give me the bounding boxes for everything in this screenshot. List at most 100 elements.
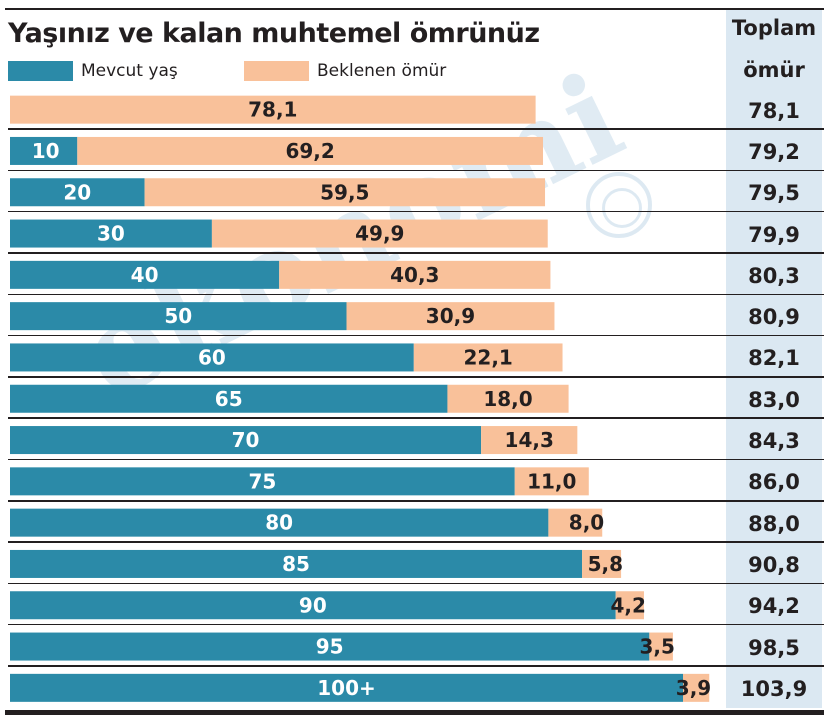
row-rule [8,334,824,337]
label-remaining-life: 3,9 [676,676,711,700]
label-current-age: 30 [97,222,125,246]
bar-remaining-life [346,302,555,331]
bar-remaining-life [413,343,563,372]
bar-current-age [10,508,549,537]
total-value: 94,2 [748,594,800,619]
label-remaining-life: 18,0 [483,387,532,411]
label-remaining-life: 49,9 [355,222,404,246]
total-value: 79,2 [748,139,800,164]
row-rule [8,458,824,461]
row-rule [8,169,824,172]
legend-swatch-remaining [244,61,309,81]
bar-remaining-life [582,549,622,578]
total-value: 98,5 [748,635,800,660]
row-rule [8,623,824,626]
legend-item-current: Mevcut yaş [8,60,178,82]
bar-current-age [10,591,616,620]
bar-current-age [10,673,683,702]
row-rule [8,376,824,378]
row-rule [8,293,824,295]
label-remaining-life: 4,2 [611,593,646,617]
bar-remaining-life [279,260,551,289]
bar-current-age [10,302,347,331]
total-value: 88,0 [748,511,800,536]
total-value: 79,9 [748,222,800,247]
label-remaining-life: 5,8 [588,552,623,576]
bar-remaining-life [615,591,644,620]
row-rule [8,417,824,419]
legend-item-remaining: Beklenen ömür [244,60,446,82]
total-value: 80,9 [748,305,800,330]
label-remaining-life: 40,3 [390,263,439,287]
label-remaining-life: 11,0 [527,469,576,493]
bar-current-age [10,343,414,372]
label-current-age: 100+ [317,676,376,700]
bar-remaining-life [447,384,569,413]
bottom-rule [5,710,824,715]
bar-remaining-life [548,508,603,537]
label-current-age: 80 [265,511,293,535]
legend-label-remaining: Beklenen ömür [317,61,447,81]
chart-title: Yaşınız ve kalan muhtemel ömrünüz [8,18,540,49]
legend-swatch-current [8,61,73,81]
total-column-background [726,8,822,708]
label-remaining-life: 22,1 [463,345,512,369]
label-remaining-life: 30,9 [426,304,475,328]
label-current-age: 75 [248,469,276,493]
watermark-logo-icon [586,172,652,238]
total-value: 86,0 [748,470,800,495]
label-remaining-life: 14,3 [505,428,554,452]
label-remaining-life: 3,5 [639,635,674,659]
bar-current-age [10,260,280,289]
label-remaining-life: 78,1 [248,98,297,122]
row-rule [8,128,824,130]
total-value: 82,1 [748,346,800,371]
total-value: 80,3 [748,263,800,288]
total-value: 79,5 [748,181,800,206]
total-value: 83,0 [748,387,800,412]
label-remaining-life: 69,2 [285,139,334,163]
row-rule [8,500,824,502]
label-current-age: 70 [232,428,260,452]
total-value: 84,3 [748,429,800,454]
top-rule [5,8,824,10]
bar-current-age [10,384,448,413]
row-rule [8,210,824,213]
label-remaining-life: 8,0 [569,511,604,535]
label-current-age: 95 [316,635,344,659]
label-current-age: 20 [63,180,91,204]
total-header-line1: Toplam [731,16,817,40]
bar-current-age [10,549,583,578]
bar-remaining-life [211,219,548,248]
bar-remaining-life [144,178,546,207]
row-rule [8,541,824,543]
bar-remaining-life [481,426,578,455]
label-current-age: 40 [131,263,159,287]
label-current-age: 85 [282,552,310,576]
bar-current-age [10,632,650,661]
label-current-age: 60 [198,345,226,369]
bar-current-age [10,136,78,165]
total-value: 103,9 [740,676,808,701]
label-remaining-life: 59,5 [320,180,369,204]
bar-remaining-life [649,632,673,661]
bar-remaining-life [77,136,544,165]
legend-label-current: Mevcut yaş [81,61,178,81]
row-rule [8,582,824,585]
total-value: 90,8 [748,552,800,577]
bar-current-age [10,467,515,496]
total-header-line2: ömür [743,58,805,82]
label-current-age: 90 [299,593,327,617]
label-current-age: 10 [32,139,60,163]
bar-remaining-life [683,673,710,702]
bar-current-age [10,219,212,248]
row-rule [8,665,824,667]
bar-remaining-life [514,467,589,496]
label-current-age: 65 [215,387,243,411]
bar-remaining-life [10,95,536,124]
total-value: 78,1 [748,98,800,123]
bar-current-age [10,178,145,207]
bar-current-age [10,426,482,455]
